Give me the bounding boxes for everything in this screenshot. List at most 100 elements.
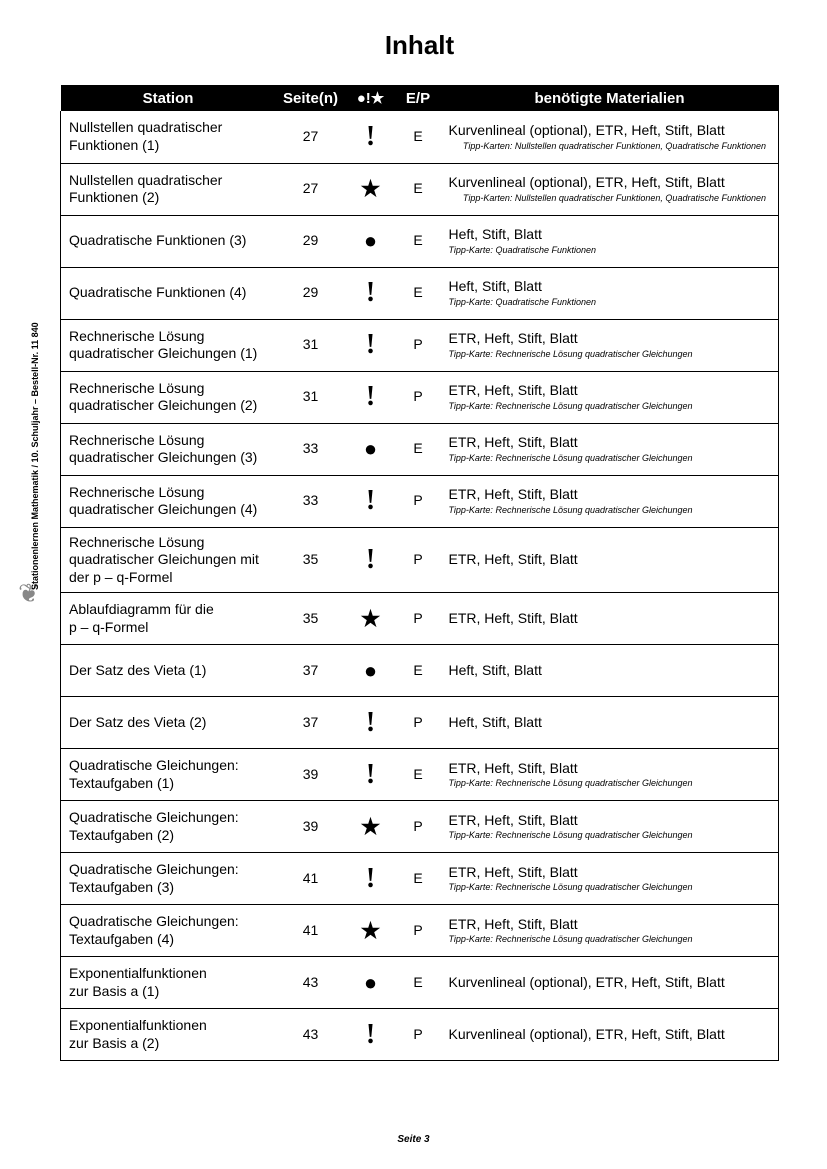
materials-text: Heft, Stift, Blatt [449, 714, 542, 730]
cell-symbol: ● [346, 645, 396, 697]
materials-text: Heft, Stift, Blatt [449, 662, 542, 678]
materials-text: ETR, Heft, Stift, Blatt [449, 434, 578, 450]
cell-materials: ETR, Heft, Stift, BlattTipp-Karte: Rechn… [441, 801, 779, 853]
cell-symbol: ! [346, 371, 396, 423]
table-header-row: Station Seite(n) ●!★ E/P benötigte Mater… [61, 85, 779, 111]
cell-pages: 41 [276, 853, 346, 905]
cell-symbol: ★ [346, 163, 396, 215]
tipp-note: Tipp-Karte: Quadratische Funktionen [449, 298, 771, 308]
cell-materials: Heft, Stift, Blatt [441, 697, 779, 749]
cell-pages: 37 [276, 697, 346, 749]
cell-pages: 29 [276, 215, 346, 267]
cell-ep: P [396, 905, 441, 957]
cell-pages: 35 [276, 593, 346, 645]
materials-text: Kurvenlineal (optional), ETR, Heft, Stif… [449, 1026, 725, 1042]
table-row: Rechnerische Lösung quadratischer Gleich… [61, 423, 779, 475]
cell-materials: Heft, Stift, BlattTipp-Karte: Quadratisc… [441, 267, 779, 319]
table-row: Nullstellen quadratischer Funktionen (1)… [61, 111, 779, 163]
cell-symbol: ! [346, 697, 396, 749]
cell-pages: 31 [276, 371, 346, 423]
cell-ep: P [396, 319, 441, 371]
cell-station: Exponentialfunktionen zur Basis a (1) [61, 957, 276, 1009]
cell-symbol: ! [346, 111, 396, 163]
materials-text: ETR, Heft, Stift, Blatt [449, 382, 578, 398]
tipp-note: Tipp-Karte: Rechnerische Lösung quadrati… [449, 402, 771, 412]
materials-text: Kurvenlineal (optional), ETR, Heft, Stif… [449, 174, 725, 190]
cell-ep: E [396, 645, 441, 697]
toc-table: Station Seite(n) ●!★ E/P benötigte Mater… [60, 85, 779, 1061]
cell-ep: E [396, 957, 441, 1009]
cell-station: Quadratische Gleichungen: Textaufgaben (… [61, 801, 276, 853]
materials-text: Kurvenlineal (optional), ETR, Heft, Stif… [449, 974, 725, 990]
tipp-note: Tipp-Karten: Nullstellen quadratischer F… [449, 142, 771, 152]
cell-ep: P [396, 1009, 441, 1061]
cell-symbol: ★ [346, 905, 396, 957]
tipp-note: Tipp-Karte: Rechnerische Lösung quadrati… [449, 454, 771, 464]
cell-pages: 33 [276, 423, 346, 475]
cell-station: Quadratische Funktionen (3) [61, 215, 276, 267]
materials-text: Heft, Stift, Blatt [449, 226, 542, 242]
cell-symbol: ! [346, 853, 396, 905]
page-title: Inhalt [60, 30, 779, 61]
table-row: Exponentialfunktionen zur Basis a (1)43●… [61, 957, 779, 1009]
tipp-note: Tipp-Karte: Rechnerische Lösung quadrati… [449, 779, 771, 789]
tipp-note: Tipp-Karte: Rechnerische Lösung quadrati… [449, 506, 771, 516]
cell-pages: 35 [276, 527, 346, 593]
cell-ep: E [396, 111, 441, 163]
cell-station: Quadratische Gleichungen: Textaufgaben (… [61, 905, 276, 957]
cell-station: Rechnerische Lösung quadratischer Gleich… [61, 371, 276, 423]
table-row: Quadratische Funktionen (4)29!EHeft, Sti… [61, 267, 779, 319]
materials-text: ETR, Heft, Stift, Blatt [449, 916, 578, 932]
cell-station: Rechnerische Lösung quadratischer Gleich… [61, 475, 276, 527]
cell-materials: ETR, Heft, Stift, BlattTipp-Karte: Rechn… [441, 853, 779, 905]
materials-text: ETR, Heft, Stift, Blatt [449, 812, 578, 828]
cell-station: Rechnerische Lösung quadratischer Gleich… [61, 527, 276, 593]
table-row: Quadratische Gleichungen: Textaufgaben (… [61, 853, 779, 905]
cell-materials: Kurvenlineal (optional), ETR, Heft, Stif… [441, 111, 779, 163]
cell-symbol: ! [346, 267, 396, 319]
cell-station: Nullstellen quadratischer Funktionen (1) [61, 111, 276, 163]
cell-symbol: ! [346, 527, 396, 593]
tipp-note: Tipp-Karte: Quadratische Funktionen [449, 246, 771, 256]
cell-pages: 29 [276, 267, 346, 319]
cell-materials: ETR, Heft, Stift, Blatt Tipp-Karte: Rechn… [441, 423, 779, 475]
table-row: Rechnerische Lösung quadratischer Gleich… [61, 319, 779, 371]
page: Inhalt Station Seite(n) ●!★ E/P benötigt… [0, 0, 827, 1169]
tipp-note: Tipp-Karten: Nullstellen quadratischer F… [449, 194, 771, 204]
header-symbols: ●!★ [346, 85, 396, 111]
cell-ep: E [396, 853, 441, 905]
materials-text: ETR, Heft, Stift, Blatt [449, 551, 578, 567]
cell-ep: P [396, 475, 441, 527]
cell-pages: 43 [276, 1009, 346, 1061]
cell-station: Exponentialfunktionen zur Basis a (2) [61, 1009, 276, 1061]
cell-materials: ETR, Heft, Stift, BlattTipp-Karte: Rechn… [441, 749, 779, 801]
cell-symbol: ! [346, 749, 396, 801]
cell-symbol: ● [346, 423, 396, 475]
cell-station: Quadratische Gleichungen: Textaufgaben (… [61, 749, 276, 801]
materials-text: ETR, Heft, Stift, Blatt [449, 486, 578, 502]
cell-symbol: ! [346, 1009, 396, 1061]
tipp-note: Tipp-Karte: Rechnerische Lösung quadrati… [449, 350, 771, 360]
header-station: Station [61, 85, 276, 111]
table-row: Exponentialfunktionen zur Basis a (2)43!… [61, 1009, 779, 1061]
cell-pages: 27 [276, 111, 346, 163]
cell-ep: P [396, 697, 441, 749]
cell-station: Ablaufdiagramm für die p – q-Formel [61, 593, 276, 645]
cell-symbol: ★ [346, 593, 396, 645]
cell-pages: 43 [276, 957, 346, 1009]
cell-symbol: ★ [346, 801, 396, 853]
side-text: Stationenlernen Mathematik / 10. Schulja… [30, 322, 40, 590]
cell-materials: ETR, Heft, Stift, BlattTipp-Karte: Rechn… [441, 905, 779, 957]
cell-station: Rechnerische Lösung quadratischer Gleich… [61, 423, 276, 475]
header-pages: Seite(n) [276, 85, 346, 111]
cell-materials: Kurvenlineal (optional), ETR, Heft, Stif… [441, 1009, 779, 1061]
cell-symbol: ! [346, 319, 396, 371]
materials-text: Kurvenlineal (optional), ETR, Heft, Stif… [449, 122, 725, 138]
cell-ep: P [396, 527, 441, 593]
table-row: Ablaufdiagramm für die p – q-Formel35★PE… [61, 593, 779, 645]
table-row: Rechnerische Lösung quadratischer Gleich… [61, 527, 779, 593]
table-row: Quadratische Gleichungen: Textaufgaben (… [61, 801, 779, 853]
cell-pages: 37 [276, 645, 346, 697]
tipp-note: Tipp-Karte: Rechnerische Lösung quadrati… [449, 883, 771, 893]
table-row: Rechnerische Lösung quadratischer Gleich… [61, 475, 779, 527]
